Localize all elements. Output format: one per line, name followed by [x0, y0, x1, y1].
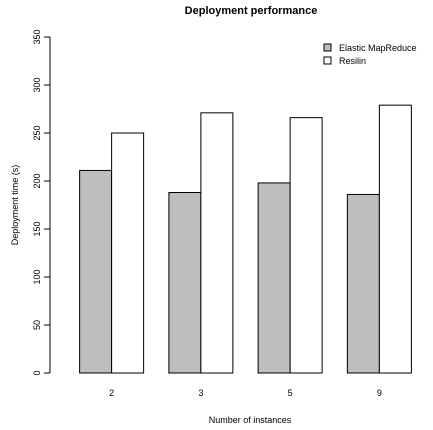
y-tick-label: 350	[32, 29, 42, 44]
y-tick-label: 50	[32, 320, 42, 330]
bar-resilin-3	[201, 113, 233, 373]
bar-elastic-mapreduce-9	[347, 194, 379, 373]
y-tick-label: 100	[32, 269, 42, 284]
y-axis: 0 50 100 150 200 250 300 350	[32, 29, 50, 375]
y-tick-label: 150	[32, 221, 42, 236]
legend-swatch	[324, 44, 331, 51]
y-tick-label: 250	[32, 125, 42, 140]
y-tick-label: 300	[32, 77, 42, 92]
bar-elastic-mapreduce-3	[169, 193, 201, 373]
x-tick-label: 5	[288, 388, 293, 398]
x-tick-label: 2	[109, 388, 114, 398]
legend-label: Elastic MapReduce	[339, 43, 417, 53]
legend: Elastic MapReduce Resilin	[324, 43, 417, 66]
bar-elastic-mapreduce-5	[258, 183, 290, 373]
x-tick-label: 9	[377, 388, 382, 398]
legend-label: Resilin	[339, 56, 366, 66]
bar-resilin-2	[112, 133, 144, 373]
x-axis-label: Number of instances	[209, 415, 292, 425]
bar-resilin-9	[379, 105, 411, 373]
x-axis: 2 3 5 9	[109, 388, 382, 398]
legend-swatch	[324, 57, 331, 64]
bars-group	[80, 105, 412, 373]
x-tick-label: 3	[198, 388, 203, 398]
y-axis-label: Deployment time (s)	[10, 165, 20, 246]
y-tick-label: 200	[32, 173, 42, 188]
chart-title: Deployment performance	[185, 5, 318, 17]
bar-elastic-mapreduce-2	[80, 170, 112, 373]
bar-resilin-5	[290, 118, 322, 373]
y-tick-label: 0	[32, 370, 42, 375]
